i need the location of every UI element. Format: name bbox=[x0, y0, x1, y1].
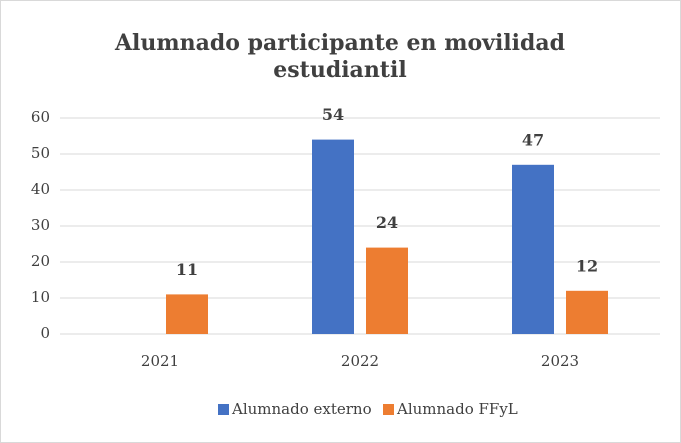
legend-label: Alumnado externo bbox=[231, 400, 372, 418]
y-tick-label: 30 bbox=[31, 216, 50, 234]
x-tick-label: 2022 bbox=[341, 352, 379, 370]
legend-swatch bbox=[383, 404, 394, 415]
bar bbox=[512, 164, 554, 334]
y-tick-label: 60 bbox=[31, 108, 50, 126]
y-tick-label: 20 bbox=[31, 252, 50, 270]
value-label: 47 bbox=[522, 130, 544, 149]
x-tick-label: 2023 bbox=[541, 352, 579, 370]
value-label: 54 bbox=[322, 105, 344, 124]
x-tick-label: 2021 bbox=[141, 352, 179, 370]
bar bbox=[566, 290, 608, 334]
value-label: 12 bbox=[576, 256, 598, 275]
legend-swatch bbox=[218, 404, 229, 415]
bar bbox=[312, 139, 354, 334]
value-label: 24 bbox=[376, 213, 398, 232]
y-tick-label: 0 bbox=[40, 324, 50, 342]
y-tick-label: 10 bbox=[31, 288, 50, 306]
bar bbox=[166, 294, 208, 334]
value-label: 11 bbox=[176, 260, 198, 279]
y-tick-label: 40 bbox=[31, 180, 50, 198]
bar bbox=[366, 247, 408, 334]
chart-title: Alumnado participante en movilidad estud… bbox=[114, 30, 566, 83]
legend-label: Alumnado FFyL bbox=[396, 400, 518, 418]
y-tick-label: 50 bbox=[31, 144, 50, 162]
